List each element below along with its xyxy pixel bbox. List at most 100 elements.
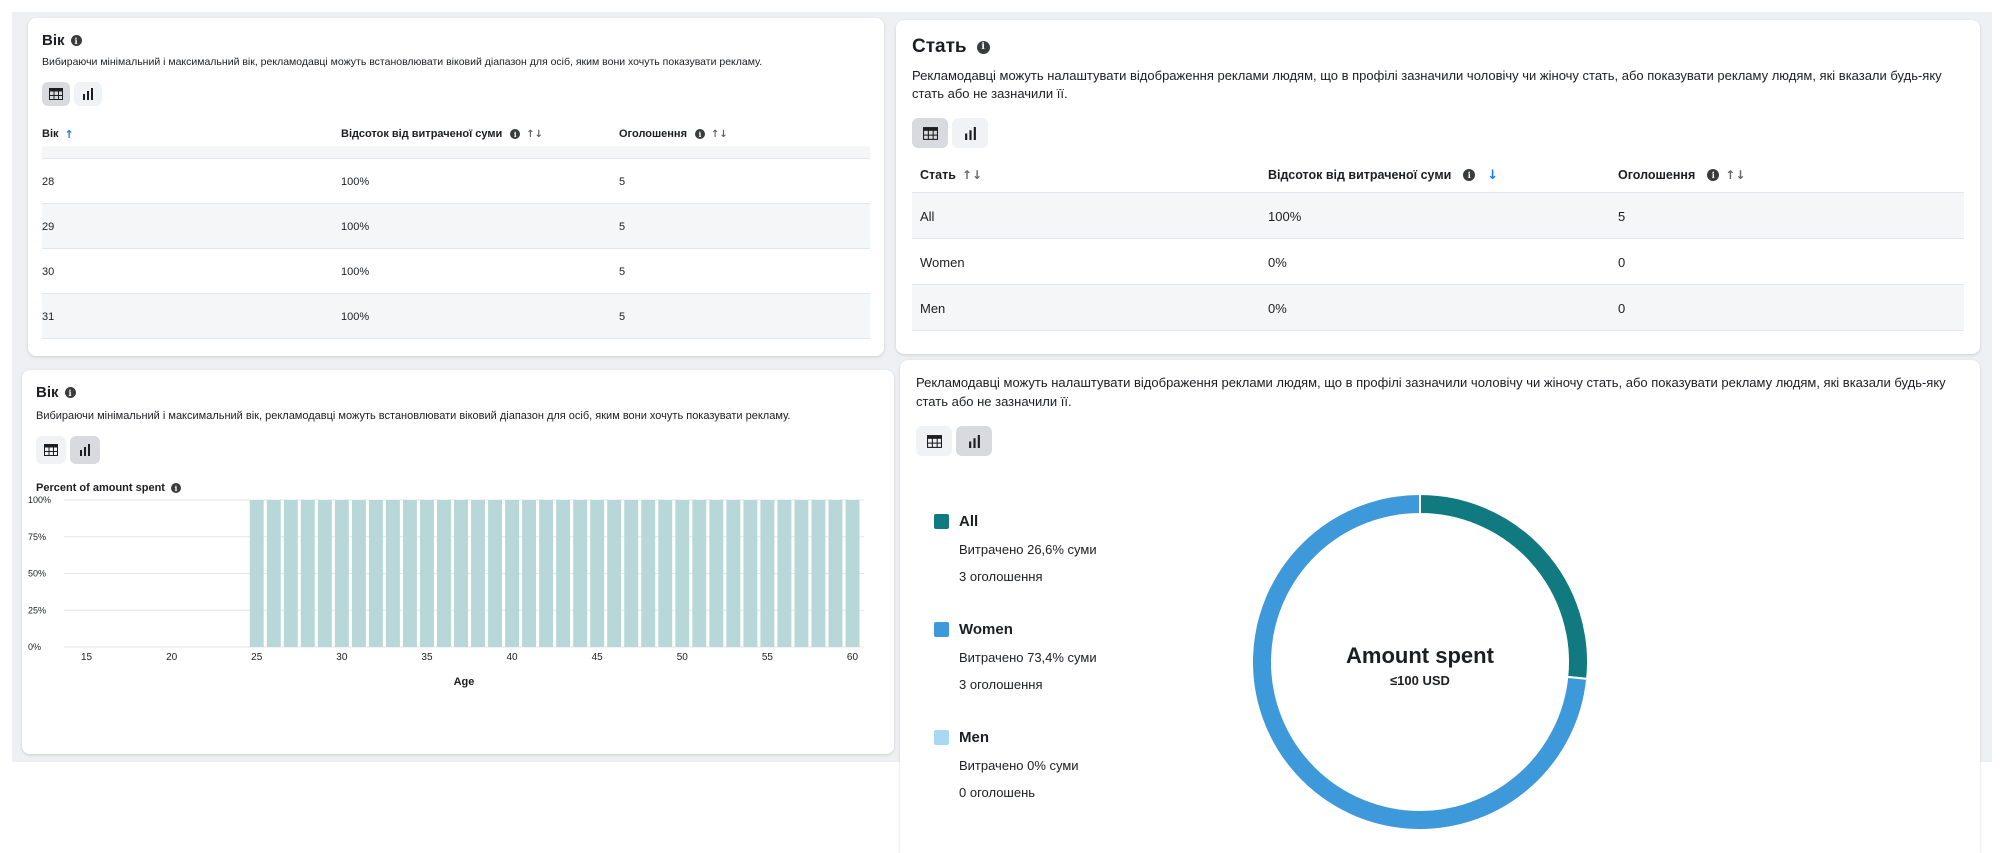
legend-label: All xyxy=(959,513,979,530)
chart-view-button[interactable] xyxy=(74,82,102,106)
percent-column-header[interactable]: Відсоток від витраченої суми i ↑↓ xyxy=(341,128,543,140)
legend-ads: 0 оголошень xyxy=(959,785,1036,800)
x-tick-label: 25 xyxy=(251,652,263,663)
bar[interactable] xyxy=(539,500,554,647)
sort-descending-icon[interactable]: ↓ xyxy=(1487,167,1499,183)
table-row[interactable]: Men 0% 0 xyxy=(912,284,1964,331)
bar[interactable] xyxy=(334,500,349,647)
info-icon[interactable]: i xyxy=(1463,169,1476,181)
sort-icon[interactable]: ↑↓ xyxy=(711,128,728,140)
bar[interactable] xyxy=(351,500,366,647)
bar[interactable] xyxy=(437,500,451,647)
bar[interactable] xyxy=(692,500,707,647)
age-table-view-toggle xyxy=(42,82,102,106)
age-cell: 28 xyxy=(42,175,55,188)
sort-icon[interactable]: ↑↓ xyxy=(961,168,983,182)
bar[interactable] xyxy=(249,500,264,647)
table-row[interactable]: 31 100% 5 xyxy=(42,293,870,339)
table-view-button[interactable] xyxy=(42,82,70,106)
bar[interactable] xyxy=(556,500,571,647)
bar[interactable] xyxy=(777,500,792,647)
age-table-title-row: Вік i xyxy=(42,32,82,49)
ads-cell: 5 xyxy=(619,175,626,188)
x-tick-label: 15 xyxy=(81,652,93,663)
bar[interactable] xyxy=(454,500,468,647)
chart-view-button[interactable] xyxy=(956,426,992,456)
bar[interactable] xyxy=(794,500,809,647)
bar[interactable] xyxy=(402,500,417,647)
table-view-button[interactable] xyxy=(916,426,952,456)
ads-column-header[interactable]: Оголошення i ↑↓ xyxy=(619,128,728,140)
age-column-label: Вік xyxy=(42,128,59,140)
sort-icon[interactable]: ↑↓ xyxy=(526,128,544,140)
bar[interactable] xyxy=(505,500,520,647)
bar[interactable] xyxy=(760,500,775,647)
table-row[interactable]: 28 100% 5 xyxy=(42,158,870,204)
percent-column-label: Відсоток від витраченої суми xyxy=(1268,168,1452,182)
bar[interactable] xyxy=(368,500,383,647)
bar[interactable] xyxy=(811,500,826,647)
ads-cell: 0 xyxy=(1618,254,1626,270)
donut-slice-women[interactable] xyxy=(1251,492,1589,831)
ads-column-header[interactable]: Оголошення i ↑↓ xyxy=(1618,168,1745,182)
y-tick-label: 100% xyxy=(28,495,51,505)
bar[interactable] xyxy=(590,500,605,647)
bar[interactable] xyxy=(641,500,656,647)
bar[interactable] xyxy=(607,500,622,647)
percent-cell: 0% xyxy=(1268,300,1287,316)
legend-ads: 3 оголошення xyxy=(959,569,1043,584)
age-cell: 29 xyxy=(42,220,55,233)
info-icon[interactable]: i xyxy=(1707,169,1720,181)
bar[interactable] xyxy=(845,500,860,647)
info-icon[interactable]: i xyxy=(976,40,990,54)
bar[interactable] xyxy=(522,500,537,647)
gender-column-header[interactable]: Стать ↑↓ xyxy=(920,168,982,182)
bar[interactable] xyxy=(266,500,281,647)
bar[interactable] xyxy=(488,500,503,647)
bar[interactable] xyxy=(828,500,843,647)
info-icon[interactable]: i xyxy=(70,35,82,46)
bar[interactable] xyxy=(743,500,758,647)
table-row-partial xyxy=(42,146,870,158)
percent-cell: 100% xyxy=(1268,208,1302,224)
table-row[interactable]: 29 100% 5 xyxy=(42,203,870,249)
info-icon[interactable]: i xyxy=(695,129,705,139)
table-grid-icon xyxy=(922,126,938,140)
table-row[interactable]: Women 0% 0 xyxy=(912,238,1964,285)
legend-item-men[interactable]: Men Витрачено 0% суми 0 оголошень xyxy=(934,729,1079,800)
bar[interactable] xyxy=(471,500,485,647)
table-view-button[interactable] xyxy=(912,118,948,148)
bar[interactable] xyxy=(300,500,315,647)
bar[interactable] xyxy=(317,500,332,647)
bar[interactable] xyxy=(624,500,639,647)
bar[interactable] xyxy=(675,500,690,647)
bar[interactable] xyxy=(573,500,588,647)
table-grid-icon xyxy=(49,88,63,100)
info-icon[interactable]: i xyxy=(64,387,76,398)
info-icon[interactable]: i xyxy=(510,129,521,139)
sort-icon[interactable]: ↑↓ xyxy=(1725,168,1746,182)
sort-ascending-icon[interactable]: ↑ xyxy=(64,127,74,141)
info-icon[interactable]: i xyxy=(170,483,181,493)
table-view-button[interactable] xyxy=(36,436,66,464)
bar[interactable] xyxy=(419,500,434,647)
gender-column-label: Стать xyxy=(920,168,956,182)
age-column-header[interactable]: Вік ↑ xyxy=(42,128,74,141)
gender-chart-description-line1: Рекламодавці можуть налаштувати відображ… xyxy=(916,375,1946,390)
bar[interactable] xyxy=(709,500,724,647)
bar[interactable] xyxy=(726,500,741,647)
bar[interactable] xyxy=(283,500,298,647)
chart-title-row: Percent of amount spent i xyxy=(36,482,181,494)
legend-item-women[interactable]: Women Витрачено 73,4% суми 3 оголошення xyxy=(934,621,1097,692)
table-row[interactable]: All 100% 5 xyxy=(912,192,1964,239)
gender-chart-view-toggle xyxy=(916,426,992,456)
legend-item-all[interactable]: All Витрачено 26,6% суми 3 оголошення xyxy=(934,513,1097,584)
percent-cell: 100% xyxy=(341,175,370,188)
table-row[interactable]: 30 100% 5 xyxy=(42,248,870,294)
x-tick-label: 55 xyxy=(762,652,774,663)
chart-view-button[interactable] xyxy=(70,436,100,464)
chart-view-button[interactable] xyxy=(952,118,988,148)
percent-column-header[interactable]: Відсоток від витраченої суми i ↓ xyxy=(1268,168,1498,183)
bar[interactable] xyxy=(658,500,673,647)
bar[interactable] xyxy=(385,500,400,647)
